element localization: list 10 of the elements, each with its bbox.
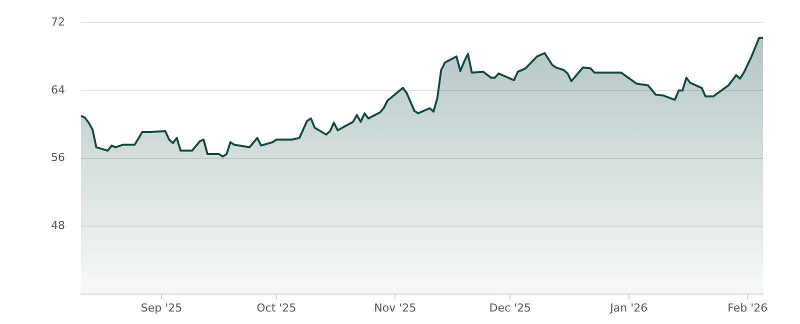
x-tick-label: Nov '25: [374, 301, 416, 314]
x-tick-label: Feb '26: [728, 301, 768, 314]
y-tick-label: 48: [51, 219, 65, 232]
y-tick-label: 56: [51, 151, 65, 164]
x-tick-label: Oct '25: [256, 301, 296, 314]
x-tick-label: Jan '26: [609, 301, 648, 314]
x-tick-label: Dec '25: [489, 301, 532, 314]
y-tick-label: 72: [51, 15, 65, 28]
y-tick-label: 64: [51, 83, 65, 96]
x-tick-label: Sep '25: [140, 301, 182, 314]
